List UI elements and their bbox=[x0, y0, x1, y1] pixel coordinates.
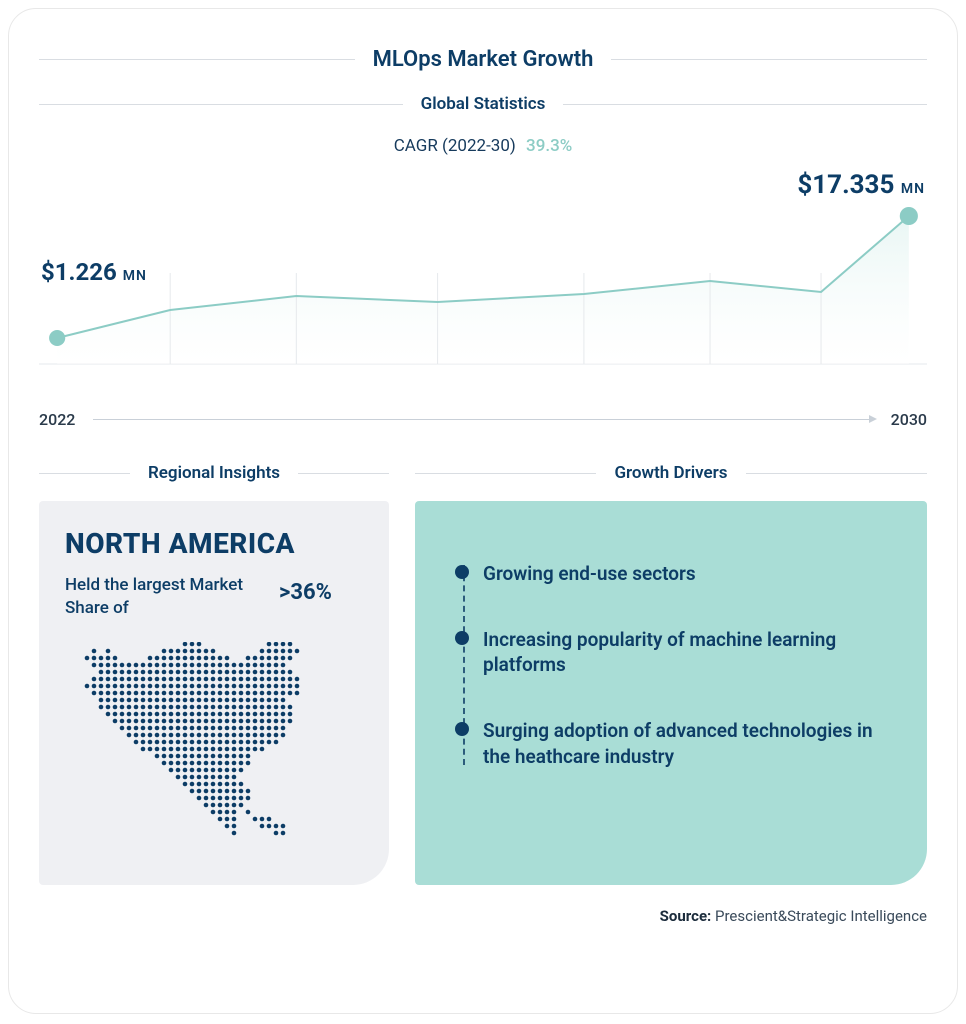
chart-axis-row: 2022 2030 bbox=[39, 410, 927, 429]
title-rule-right bbox=[611, 59, 927, 60]
regional-column: Regional Insights NORTH AMERICA Held the… bbox=[39, 463, 389, 885]
main-title: MLOps Market Growth bbox=[373, 47, 594, 72]
axis-end-label: 2030 bbox=[891, 410, 927, 429]
lower-columns: Regional Insights NORTH AMERICA Held the… bbox=[39, 463, 927, 885]
drivers-list: Growing end-use sectors Increasing popul… bbox=[441, 561, 903, 769]
drivers-column: Growth Drivers Growing end-use sectors I… bbox=[415, 463, 927, 885]
drivers-rule-left bbox=[415, 473, 596, 474]
driver-text: Surging adoption of advanced technologie… bbox=[483, 719, 873, 768]
source-line: Source: Prescient&Strategic Intelligence bbox=[39, 907, 927, 925]
bullet-icon bbox=[455, 722, 469, 736]
driver-text: Growing end-use sectors bbox=[483, 562, 696, 585]
axis-start-label: 2022 bbox=[39, 410, 75, 429]
bullet-icon bbox=[455, 565, 469, 579]
regional-title: Regional Insights bbox=[148, 463, 280, 483]
region-sub-row: Held the largest Market Share of >36% bbox=[65, 574, 365, 620]
regional-rule-right bbox=[298, 473, 389, 474]
main-title-row: MLOps Market Growth bbox=[39, 47, 927, 72]
region-share: >36% bbox=[279, 580, 332, 605]
drivers-card: Growing end-use sectors Increasing popul… bbox=[415, 501, 927, 885]
growth-chart: $1.226 MN $17.335 MN bbox=[39, 168, 927, 398]
driver-item: Growing end-use sectors bbox=[483, 561, 903, 587]
region-headline: NORTH AMERICA bbox=[65, 527, 365, 560]
drivers-rule-right bbox=[746, 473, 927, 474]
infographic-frame: MLOps Market Growth Global Statistics CA… bbox=[8, 8, 958, 1014]
global-stats-title-row: Global Statistics bbox=[39, 94, 927, 114]
driver-text: Increasing popularity of machine learnin… bbox=[483, 628, 836, 677]
regional-rule-left bbox=[39, 473, 130, 474]
cagr-row: CAGR (2022-30) 39.3% bbox=[39, 136, 927, 156]
bullet-icon bbox=[455, 631, 469, 645]
north-america-map-icon bbox=[65, 642, 365, 852]
drivers-title-row: Growth Drivers bbox=[415, 463, 927, 483]
axis-arrow-line bbox=[93, 419, 872, 420]
drivers-title: Growth Drivers bbox=[614, 463, 727, 483]
subtitle-rule-right bbox=[563, 104, 927, 105]
source-text: Prescient&Strategic Intelligence bbox=[715, 907, 927, 925]
subtitle-rule-left bbox=[39, 104, 403, 105]
global-stats-title: Global Statistics bbox=[421, 94, 546, 114]
driver-item: Increasing popularity of machine learnin… bbox=[483, 627, 903, 678]
cagr-label: CAGR (2022-30) bbox=[394, 136, 516, 156]
regional-title-row: Regional Insights bbox=[39, 463, 389, 483]
cagr-value: 39.3% bbox=[526, 136, 572, 156]
regional-card: NORTH AMERICA Held the largest Market Sh… bbox=[39, 501, 389, 885]
source-label: Source: bbox=[660, 907, 712, 925]
region-subtext: Held the largest Market Share of bbox=[65, 574, 265, 620]
driver-item: Surging adoption of advanced technologie… bbox=[483, 718, 903, 769]
title-rule-left bbox=[39, 59, 355, 60]
growth-chart-svg bbox=[39, 168, 927, 398]
